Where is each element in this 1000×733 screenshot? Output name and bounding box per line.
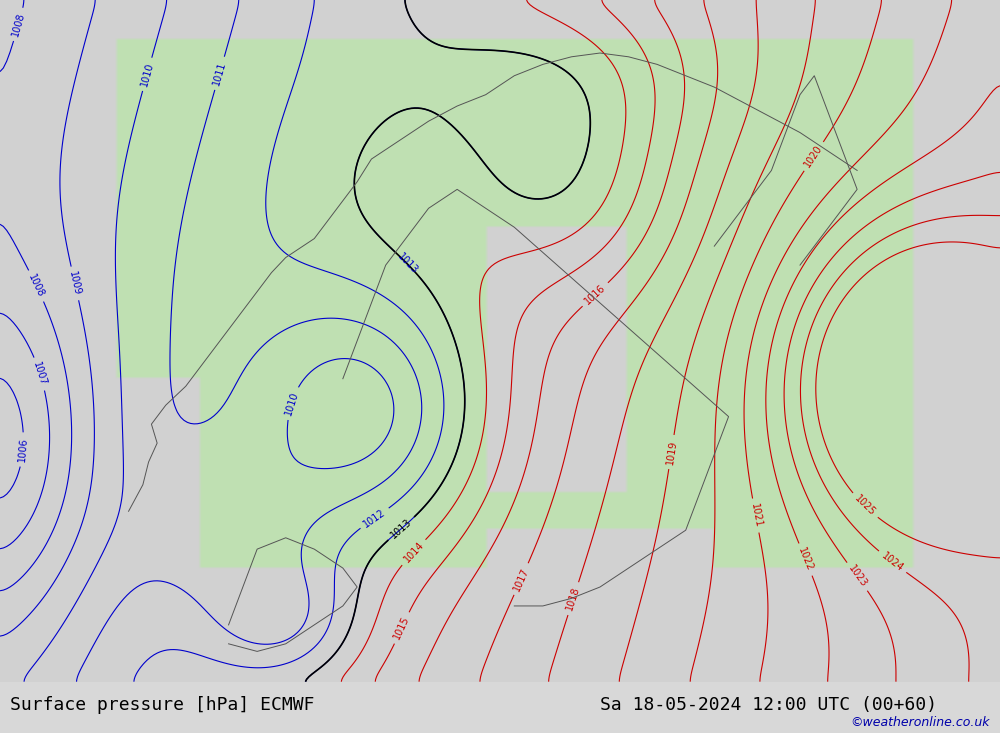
Text: 1009: 1009 — [67, 270, 82, 296]
Text: 1016: 1016 — [583, 283, 608, 306]
Text: 1012: 1012 — [362, 507, 388, 529]
Text: 1014: 1014 — [402, 539, 426, 564]
Text: 1006: 1006 — [17, 437, 29, 463]
Text: 1013: 1013 — [395, 251, 419, 276]
Text: 1015: 1015 — [392, 615, 411, 641]
Text: 1021: 1021 — [749, 503, 763, 528]
Text: 1018: 1018 — [565, 586, 582, 612]
Text: 1010: 1010 — [283, 390, 300, 416]
Text: 1020: 1020 — [803, 144, 825, 169]
Text: Surface pressure [hPa] ECMWF: Surface pressure [hPa] ECMWF — [10, 696, 314, 714]
Text: 1007: 1007 — [32, 361, 48, 387]
Text: 1011: 1011 — [211, 60, 228, 86]
Text: 1008: 1008 — [10, 11, 26, 37]
Text: 1013: 1013 — [389, 517, 414, 540]
Text: 1019: 1019 — [665, 439, 678, 465]
Text: 1023: 1023 — [846, 564, 869, 589]
Text: 1017: 1017 — [512, 566, 531, 592]
Text: 1010: 1010 — [139, 61, 155, 87]
Text: 1024: 1024 — [880, 550, 905, 573]
Text: Sa 18-05-2024 12:00 UTC (00+60): Sa 18-05-2024 12:00 UTC (00+60) — [600, 696, 937, 714]
Text: 1008: 1008 — [27, 273, 46, 299]
Text: 1022: 1022 — [796, 546, 815, 573]
Text: 1025: 1025 — [852, 493, 877, 518]
Text: ©weatheronline.co.uk: ©weatheronline.co.uk — [850, 716, 990, 729]
